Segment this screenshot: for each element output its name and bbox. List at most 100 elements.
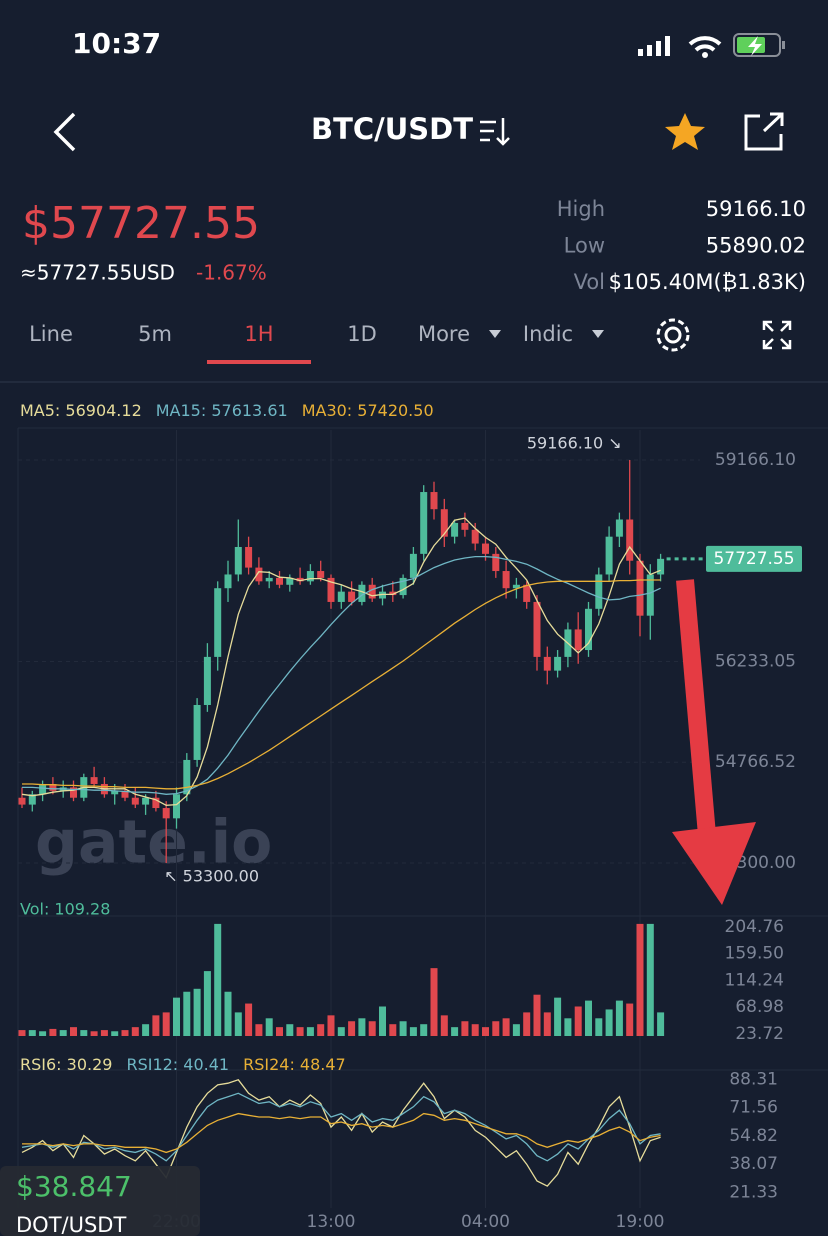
y-tick-label: 88.31 [729,1069,778,1089]
candle-body [111,790,119,795]
candle-body [234,546,242,575]
mini-pair[interactable]: DOT/USDT [16,1213,126,1236]
fullscreen-icon[interactable] [762,320,792,350]
volume-bar [317,1024,325,1036]
switch-icon[interactable] [480,118,510,146]
volume-bar [636,923,644,1036]
candle-body [224,574,232,589]
tab[interactable]: 1H [244,322,273,346]
volume-bar [245,1003,253,1036]
candle-body [605,536,613,575]
volume-bar [440,1015,448,1036]
volume-legend: Vol: 109.28 [20,900,110,919]
volume-bar [420,1024,428,1036]
volume-bar [605,1009,613,1036]
candle-body [420,492,428,554]
candle-body [430,492,438,510]
volume-bar [162,1012,170,1036]
candle-body [626,519,634,561]
tab[interactable]: Line [29,322,73,346]
volume-bar [90,1031,98,1036]
last-price-tag [706,545,802,572]
pair-title[interactable]: BTC/USDT [311,112,473,146]
candle-body [152,797,160,809]
candle-body [379,591,386,599]
mini-price[interactable]: $38.847 [16,1170,132,1203]
candle-body [276,577,283,585]
tabs: Line 5m 1H 1D More Indic [29,322,573,364]
candle-body [523,584,531,602]
volume-bar [193,988,201,1036]
volume-bar [59,1030,67,1036]
volume-bar [482,1027,489,1036]
candle-body [28,794,36,805]
back-button[interactable] [53,112,76,152]
y-tick-label: 159.50 [725,944,784,964]
candle-body [389,591,397,596]
volume-bar [28,1030,36,1036]
volume-bar [626,1003,634,1036]
volume-bar [379,1006,386,1036]
volume-bar [574,1006,582,1036]
candle-body [646,574,654,616]
volume-bar [358,1018,366,1036]
volume-bar [368,1021,376,1036]
legend-entry: RSI12: 40.41 [126,1055,229,1074]
candle-body [296,577,304,582]
volume-bar [327,1015,335,1036]
candle-body [492,553,500,572]
share-button[interactable] [744,112,784,151]
volume-bar [646,923,654,1036]
candle-body [337,591,345,602]
mini-ticker[interactable] [0,1166,200,1236]
candle-body [245,546,253,568]
candle-body [203,656,211,705]
candle-body [615,519,623,537]
candle-body [543,656,551,671]
volume-bar [451,1027,459,1036]
stat-label: Low [564,234,605,258]
candle-body [636,560,644,616]
candle-body [471,529,479,544]
status-icons [638,33,785,58]
y-tick-label: 68.98 [735,997,784,1017]
tab[interactable]: Indic [523,322,573,346]
stat-value: 55890.02 [706,234,806,258]
y-tick-label: 71.56 [729,1098,778,1118]
indic-caret[interactable] [592,330,604,338]
x-tick-label: 13:00 [307,1212,356,1232]
candle-body [193,704,201,760]
candle-body [18,797,26,805]
legend-entry: MA15: 57613.61 [156,401,288,420]
tab[interactable]: More [418,322,470,346]
watermark: gate.io [35,808,272,878]
stat-value: $105.40M(₿1.83K) [609,270,806,294]
candle-body [348,591,356,602]
volume-bar [657,1012,665,1036]
volume-bar [564,1018,572,1036]
high-annotation: 59166.10 ↘ [527,434,622,453]
favorite-star[interactable] [665,113,705,150]
stat-value: 59166.10 [706,197,806,221]
candle-body [368,584,376,599]
x-tick-label: 19:00 [616,1212,665,1232]
candle-body [306,571,314,582]
volume-bar [471,1024,479,1036]
volume-bar [286,1024,294,1036]
candle-body [173,794,180,819]
tab[interactable]: 1D [347,322,377,346]
candle-body [49,783,57,791]
volume-bar [111,1031,119,1036]
settings-icon[interactable] [656,318,690,352]
candle-body [70,787,77,798]
y-tick-label: 54.82 [729,1126,778,1146]
volume-bar [348,1021,356,1036]
tab[interactable]: 5m [138,322,172,346]
candle-body [440,509,448,537]
volume-bar [389,1024,397,1036]
more-caret[interactable] [489,330,501,338]
candle-body [183,759,191,795]
low-annotation: ↖ 53300.00 [164,866,259,885]
candle-body [90,777,98,784]
